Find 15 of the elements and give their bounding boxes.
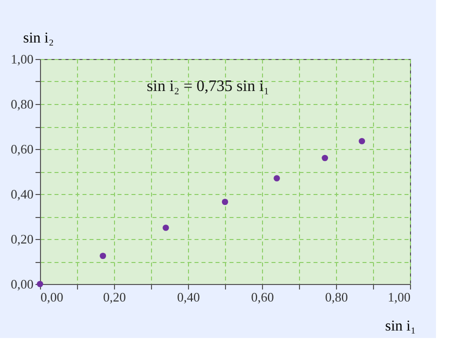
x-tick-label: 0,60 [251,290,274,304]
annotation: sin i₂ = 0,735 sin i₁ [146,78,270,95]
y-tick-label: 1,00 [10,52,34,66]
y-tick-label: 0,20 [10,232,34,246]
x-axis-title: sin i₁ [385,318,416,334]
y-tick-label: 0,00 [10,276,34,292]
x-tick-label: 0,00 [40,290,64,304]
y-tick-label: 0,80 [10,96,34,112]
y-axis-title: sin i₂ [23,30,54,46]
y-tick-label: 0,40 [10,186,34,202]
x-tick-label: 0,40 [177,290,200,304]
x-tick-label: 1,00 [388,290,410,304]
x-tick-label: 0,20 [103,290,126,304]
x-tick-label: 0,80 [325,290,348,304]
y-tick-label: 0,60 [10,142,34,156]
